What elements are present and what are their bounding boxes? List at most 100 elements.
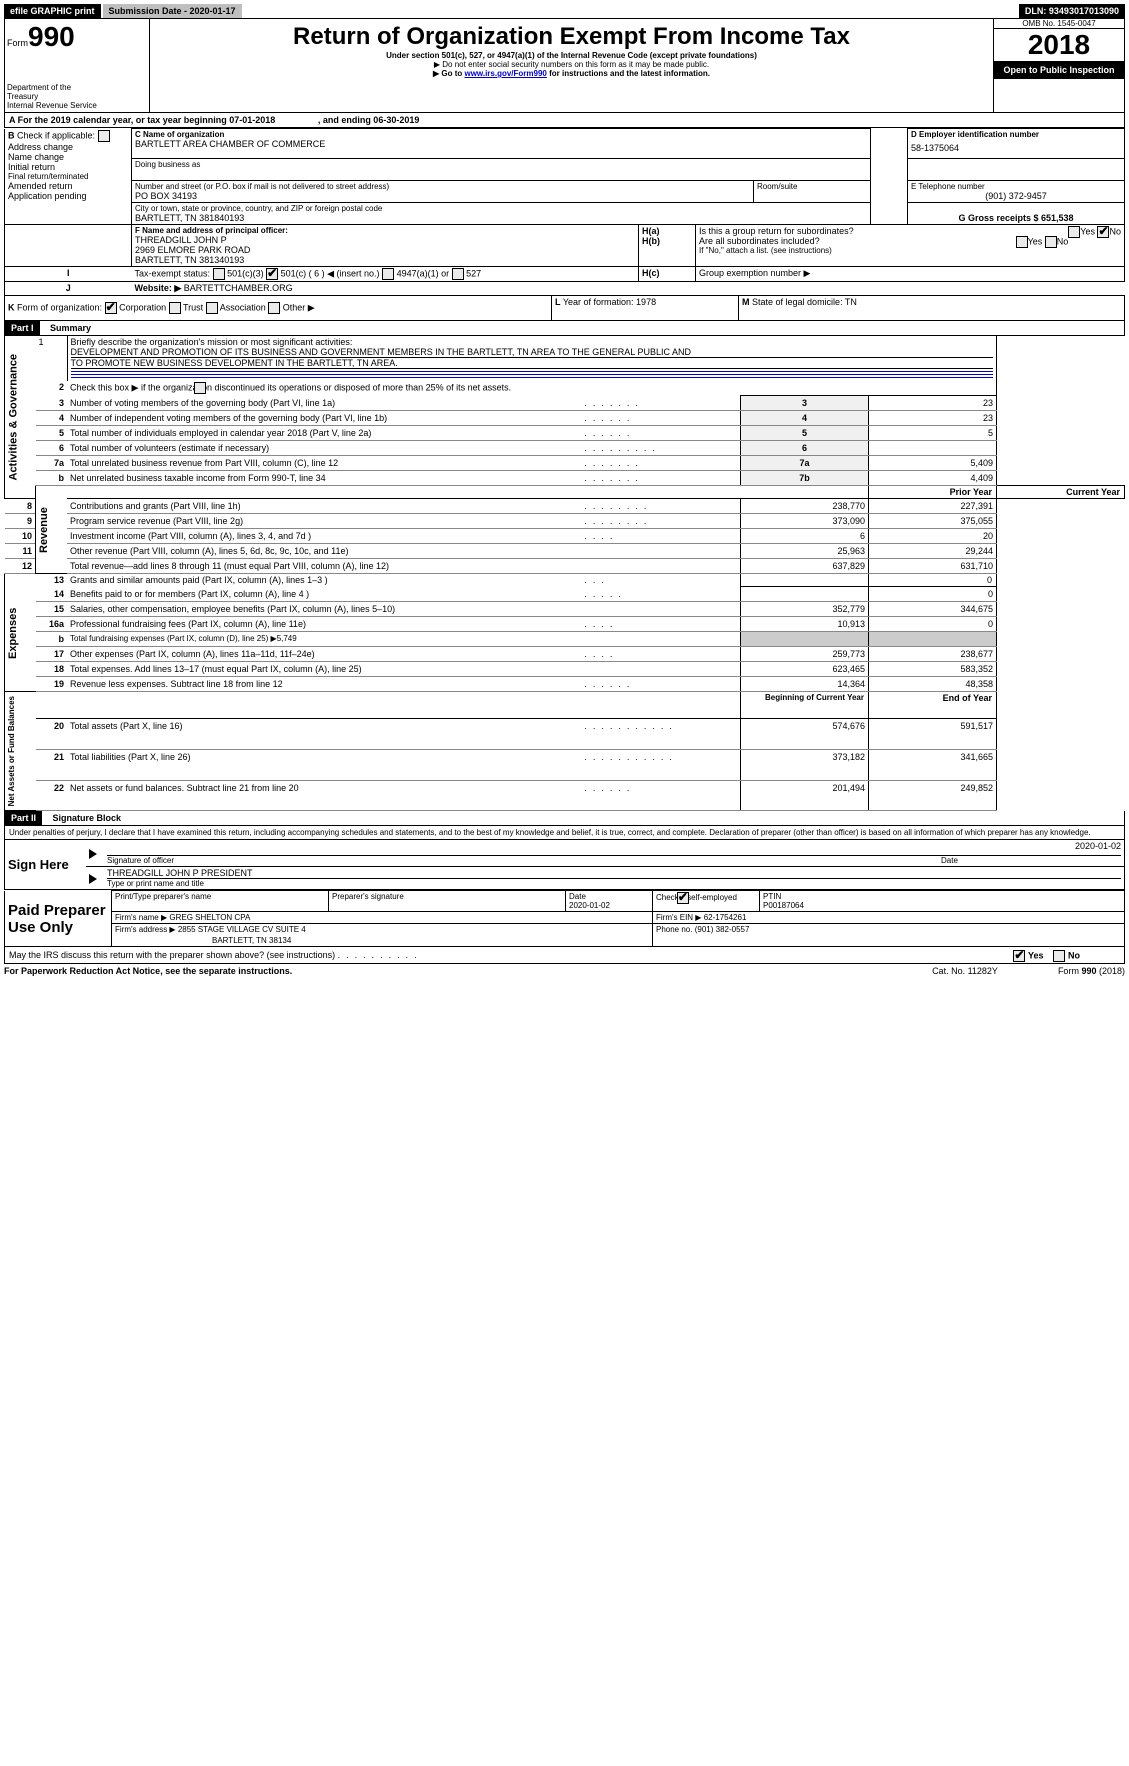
name-change: Name change — [8, 152, 128, 162]
f-label: F Name and address of principal officer: — [135, 226, 635, 235]
line15: Salaries, other compensation, employee b… — [67, 602, 741, 617]
hb-yes-checkbox[interactable] — [1016, 236, 1028, 248]
ha-no-checkbox[interactable] — [1097, 226, 1109, 238]
form-subtitle: Under section 501(c), 527, or 4947(a)(1)… — [154, 51, 989, 60]
box-b-label: B — [8, 130, 15, 140]
d-label: D Employer identification number — [911, 130, 1121, 139]
c-checkbox[interactable] — [266, 268, 278, 280]
k-label: K — [8, 302, 15, 312]
may-irs-discuss: May the IRS discuss this return with the… — [4, 947, 1125, 964]
c-open-label: 501(c) ( 6 ) ◀ (insert no.) — [281, 268, 380, 278]
tax-exempt-label: Tax-exempt status: — [135, 268, 211, 278]
firm-name: GREG SHELTON CPA — [169, 913, 250, 922]
c3-checkbox[interactable] — [213, 268, 225, 280]
527-label: 527 — [466, 268, 481, 278]
form-note1: ▶ Do not enter social security numbers o… — [154, 60, 989, 69]
other-label: Other ▶ — [283, 302, 315, 312]
preparer-section: Paid Preparer Use Only Print/Type prepar… — [4, 890, 1125, 947]
part1-title: Summary — [50, 323, 91, 333]
line2-checkbox[interactable] — [194, 382, 206, 394]
dept-1: Department of the — [7, 83, 147, 92]
trust-label: Trust — [183, 302, 203, 312]
v3: 23 — [869, 396, 997, 411]
check-self: Check if self-employed — [656, 894, 737, 903]
dba-label: Doing business as — [135, 160, 867, 169]
other-checkbox[interactable] — [268, 302, 280, 314]
line2: Check this box ▶ if the organization dis… — [70, 382, 511, 392]
m-label: M — [742, 297, 750, 307]
r11p: 25,963 — [741, 544, 869, 559]
dept-3: Internal Revenue Service — [7, 101, 147, 110]
hc-label: H(c) — [639, 267, 696, 282]
check-applicable: Check if applicable: — [17, 130, 95, 140]
corp-checkbox[interactable] — [105, 302, 117, 314]
r13p — [741, 574, 869, 587]
line1-label: Briefly describe the organization's miss… — [71, 337, 353, 347]
self-employed-checkbox[interactable] — [677, 892, 689, 904]
r22c: 249,852 — [869, 780, 997, 811]
irs-yes-label: Yes — [1028, 951, 1044, 961]
street-label: Number and street (or P.O. box if mail i… — [135, 182, 750, 191]
begin-year-header: Beginning of Current Year — [741, 692, 869, 719]
klm-section: K Form of organization: Corporation Trus… — [4, 296, 1125, 321]
r17c: 238,677 — [869, 647, 997, 662]
r16ac: 0 — [869, 617, 997, 632]
v5: 5 — [869, 426, 997, 441]
checkbox-generic[interactable] — [98, 130, 110, 142]
r16ap: 10,913 — [741, 617, 869, 632]
line7a: Total unrelated business revenue from Pa… — [67, 456, 581, 471]
tax-year: 2018 — [994, 29, 1124, 61]
form-footer-year: (2018) — [1096, 966, 1125, 976]
yes-label: Yes — [1080, 226, 1095, 236]
r14p — [741, 587, 869, 602]
footer: For Paperwork Reduction Act Notice, see … — [4, 964, 1125, 978]
yes-label2: Yes — [1028, 236, 1043, 246]
i-label: I — [5, 267, 132, 282]
irs-yes-checkbox[interactable] — [1013, 950, 1025, 962]
part1-label: Part I — [5, 321, 40, 335]
ha-yes-checkbox[interactable] — [1068, 226, 1080, 238]
ha-label: H(a) — [642, 226, 692, 236]
sig-date: 2020-01-02 — [941, 841, 1121, 856]
v7a: 5,409 — [869, 456, 997, 471]
line3: Number of voting members of the governin… — [67, 396, 581, 411]
hb-no-checkbox[interactable] — [1045, 236, 1057, 248]
r20p: 574,676 — [741, 718, 869, 749]
website-value: BARTETTCHAMBER.ORG — [184, 283, 293, 293]
part2-header-row: Part II Signature Block — [4, 811, 1125, 825]
line16b: Total fundraising expenses (Part IX, col… — [67, 632, 741, 647]
assoc-checkbox[interactable] — [206, 302, 218, 314]
c-name-label: C Name of organization — [135, 130, 867, 139]
irs-no-checkbox[interactable] — [1053, 950, 1065, 962]
city-label: City or town, state or province, country… — [135, 204, 867, 213]
penalties-text: Under penalties of perjury, I declare th… — [4, 825, 1125, 840]
side-expenses: Expenses — [5, 574, 36, 692]
sig-officer-label: Signature of officer — [107, 856, 941, 865]
date-label: Date — [941, 856, 1121, 865]
a1-checkbox[interactable] — [382, 268, 394, 280]
part2-title: Signature Block — [53, 813, 122, 823]
line11: Other revenue (Part VIII, column (A), li… — [67, 544, 741, 559]
irs-link[interactable]: www.irs.gov/Form990 — [464, 69, 546, 78]
r9c: 375,055 — [869, 514, 997, 529]
room-label: Room/suite — [757, 182, 867, 191]
side-revenue: Revenue — [36, 486, 68, 574]
r10c: 20 — [869, 529, 997, 544]
no-label2: No — [1057, 236, 1069, 246]
line1-text1: DEVELOPMENT AND PROMOTION OF ITS BUSINES… — [71, 347, 994, 358]
r15p: 352,779 — [741, 602, 869, 617]
line1-text2: TO PROMOTE NEW BUSINESS DEVELOPMENT IN T… — [71, 358, 994, 369]
r19p: 14,364 — [741, 677, 869, 692]
r12p: 637,829 — [741, 559, 869, 574]
period-a: A For the 2019 calendar year, or tax yea… — [9, 115, 275, 125]
line22: Net assets or fund balances. Subtract li… — [67, 780, 581, 811]
527-checkbox[interactable] — [452, 268, 464, 280]
dln: DLN: 93493017013090 — [1019, 4, 1125, 18]
officer-name: THREADGILL JOHN P — [135, 235, 635, 245]
firm-ein-label: Firm's EIN ▶ — [656, 913, 701, 922]
prep-sig-label: Preparer's signature — [329, 891, 566, 912]
trust-checkbox[interactable] — [169, 302, 181, 314]
side-net-assets: Net Assets or Fund Balances — [5, 692, 36, 811]
phone-value: (901) 372-9457 — [911, 191, 1121, 201]
f-h-section: F Name and address of principal officer:… — [4, 225, 1125, 296]
